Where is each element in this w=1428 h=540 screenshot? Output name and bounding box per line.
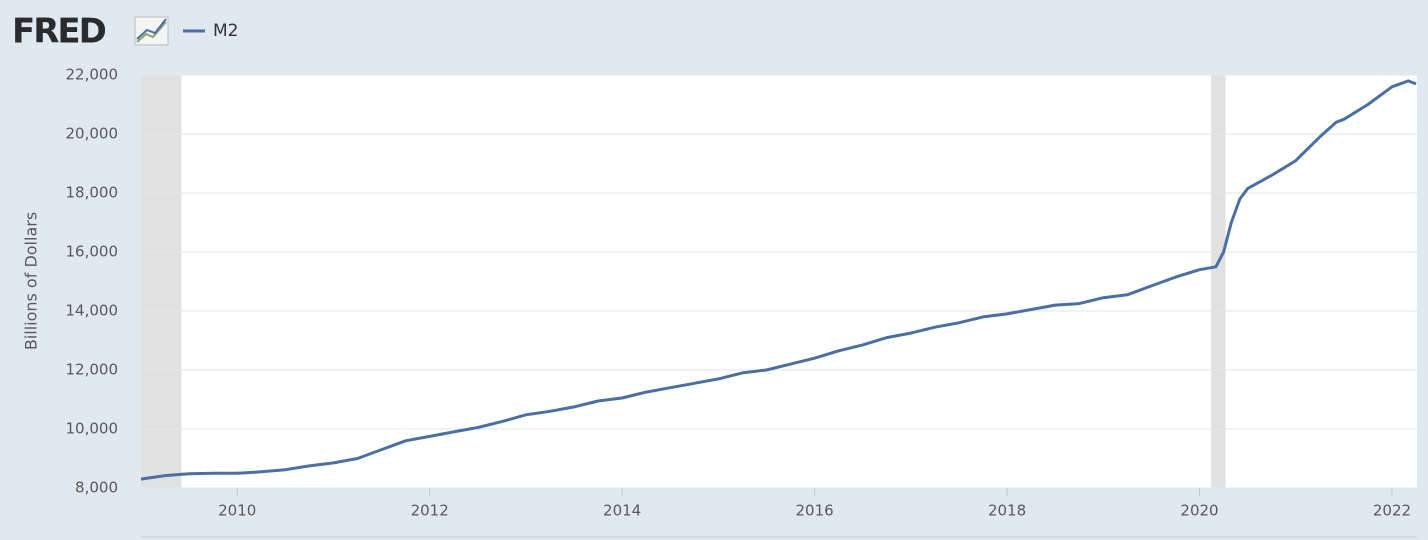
- y-tick-label: 18,000: [66, 184, 119, 202]
- y-axis-label: Billions of Dollars: [22, 212, 41, 350]
- y-tick-label: 20,000: [66, 125, 119, 143]
- y-tick-label: 16,000: [66, 243, 119, 261]
- y-tick-label: 12,000: [66, 361, 119, 379]
- x-tick-label: 2010: [218, 502, 256, 520]
- recession-band: [141, 75, 182, 488]
- y-tick-label: 10,000: [66, 420, 119, 438]
- recession-band: [1211, 75, 1226, 488]
- x-tick-label: 2020: [1180, 502, 1218, 520]
- x-tick-label: 2022: [1373, 502, 1411, 520]
- logo-icon: [134, 16, 169, 46]
- x-tick-label: 2012: [411, 502, 449, 520]
- x-tick-label: 2018: [988, 502, 1026, 520]
- x-tick-label: 2016: [796, 502, 834, 520]
- x-tick-label: 2014: [603, 502, 641, 520]
- series-line: [140, 79, 1417, 481]
- y-tick-label: 22,000: [66, 66, 119, 84]
- plot-area: [141, 75, 1417, 488]
- y-tick-label: 8,000: [75, 479, 118, 497]
- y-tick-label: 14,000: [66, 302, 119, 320]
- logo: FRED: [12, 12, 106, 52]
- legend-label: M2: [213, 21, 238, 41]
